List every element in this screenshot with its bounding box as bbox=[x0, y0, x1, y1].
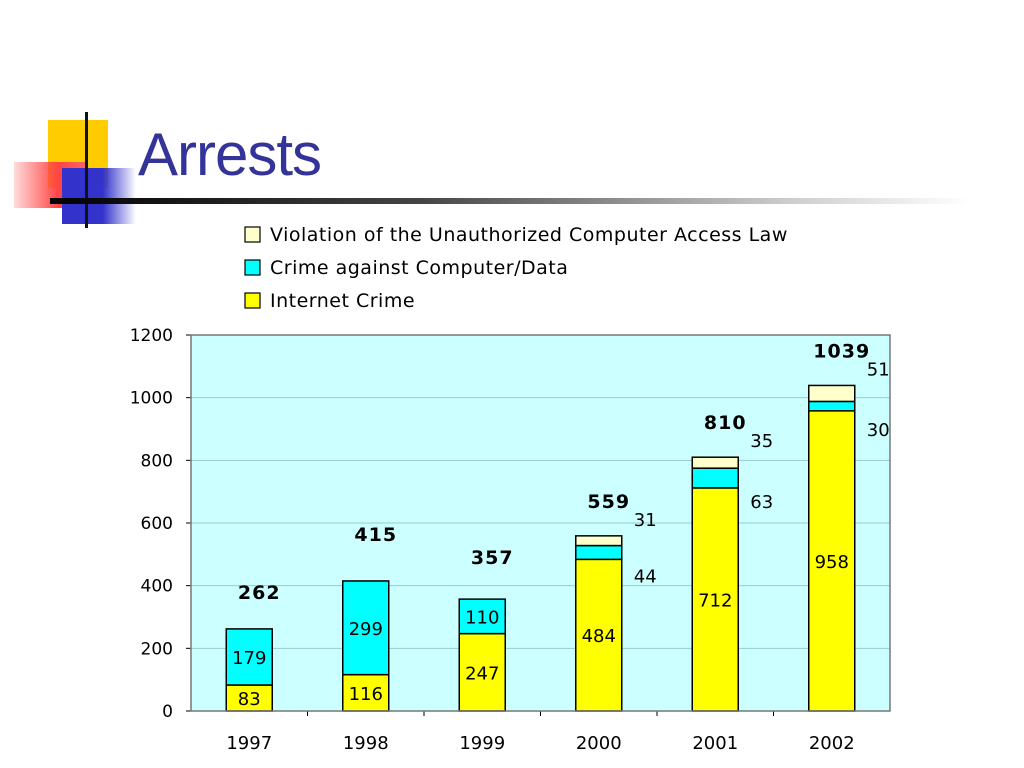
legend-label: Internet Crime bbox=[270, 290, 415, 312]
data-label: 958 bbox=[815, 552, 849, 573]
legend-swatch bbox=[244, 226, 261, 243]
data-label: 299 bbox=[349, 619, 383, 640]
bar-segment bbox=[808, 384, 856, 403]
decor-blue-square bbox=[62, 168, 136, 224]
data-label: 30 bbox=[867, 420, 890, 441]
bar-segment bbox=[575, 544, 623, 561]
legend-label: Violation of the Unauthorized Computer A… bbox=[270, 224, 788, 246]
y-tick-label: 400 bbox=[141, 577, 173, 597]
bar-segment bbox=[225, 628, 273, 686]
bar-segment bbox=[808, 400, 856, 412]
y-tick-label: 800 bbox=[141, 451, 173, 471]
data-label: 44 bbox=[634, 566, 657, 587]
bar-segment bbox=[691, 467, 739, 489]
bar-segment bbox=[458, 632, 506, 712]
total-label: 810 bbox=[704, 412, 747, 434]
total-label: 1039 bbox=[813, 340, 870, 362]
data-label: 31 bbox=[634, 510, 657, 531]
y-tick-label: 1000 bbox=[130, 389, 173, 409]
data-label: 484 bbox=[582, 626, 616, 647]
total-label: 559 bbox=[587, 491, 630, 513]
total-label: 262 bbox=[238, 582, 281, 604]
total-label: 357 bbox=[471, 547, 514, 569]
legend-swatch bbox=[244, 259, 261, 276]
y-tick-label: 200 bbox=[141, 639, 173, 659]
y-tick-label: 1200 bbox=[130, 326, 173, 346]
bar-segment bbox=[691, 456, 739, 469]
data-label: 712 bbox=[698, 590, 732, 611]
legend-swatch bbox=[244, 292, 261, 309]
data-label: 179 bbox=[232, 648, 266, 669]
x-tick-label: 1997 bbox=[226, 733, 272, 754]
plot-border bbox=[190, 334, 891, 712]
x-tick-label: 2001 bbox=[692, 733, 738, 754]
bar-segment bbox=[458, 598, 506, 635]
total-label: 415 bbox=[354, 524, 397, 546]
x-tick-label: 2000 bbox=[576, 733, 622, 754]
legend-label: Crime against Computer/Data bbox=[270, 257, 568, 279]
x-tick-label: 2002 bbox=[809, 733, 855, 754]
decor-vertical-line bbox=[85, 112, 88, 228]
bar-segment bbox=[575, 558, 623, 712]
data-label: 83 bbox=[238, 689, 261, 710]
y-tick-label: 0 bbox=[162, 702, 173, 722]
bar-segment bbox=[575, 535, 623, 547]
data-label: 51 bbox=[867, 359, 890, 380]
data-label: 35 bbox=[750, 431, 773, 452]
bar-segment bbox=[691, 487, 739, 712]
data-label: 116 bbox=[349, 684, 383, 705]
x-tick-label: 1999 bbox=[459, 733, 505, 754]
data-label: 110 bbox=[465, 607, 499, 628]
y-tick-label: 600 bbox=[141, 514, 173, 534]
title-underline bbox=[50, 198, 970, 204]
x-tick-label: 1998 bbox=[343, 733, 389, 754]
bar-segment bbox=[342, 580, 390, 676]
data-label: 247 bbox=[465, 663, 499, 684]
slide-title: Arrests bbox=[138, 121, 322, 188]
data-label: 63 bbox=[750, 492, 773, 513]
